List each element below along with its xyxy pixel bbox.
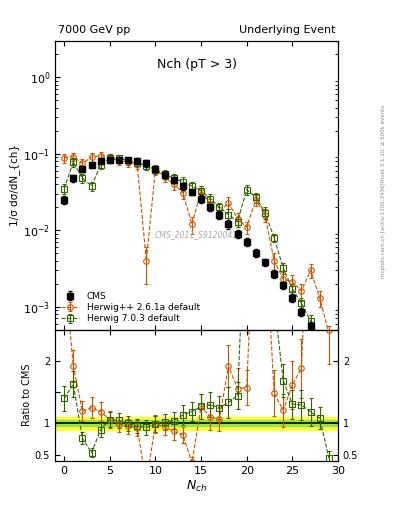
Text: Rivet 3.1.10, ≥ 500k events: Rivet 3.1.10, ≥ 500k events <box>381 105 386 182</box>
Y-axis label: Ratio to CMS: Ratio to CMS <box>22 364 32 426</box>
Bar <box>55 420 338 426</box>
Text: 7000 GeV pp: 7000 GeV pp <box>58 25 130 35</box>
Legend: CMS, Herwig++ 2.6.1a default, Herwig 7.0.3 default: CMS, Herwig++ 2.6.1a default, Herwig 7.0… <box>59 290 202 325</box>
Text: Underlying Event: Underlying Event <box>239 25 335 35</box>
Bar <box>55 417 338 430</box>
Text: CMS_2011_S9120041: CMS_2011_S9120041 <box>155 230 238 239</box>
Y-axis label: 1/σ dσ/dN_{ch}: 1/σ dσ/dN_{ch} <box>9 144 20 226</box>
Text: Nch (pT > 3): Nch (pT > 3) <box>156 58 237 71</box>
Text: mcplots.cern.ch [arXiv:1306.3436]: mcplots.cern.ch [arXiv:1306.3436] <box>381 183 386 278</box>
X-axis label: $N_{ch}$: $N_{ch}$ <box>186 478 207 494</box>
